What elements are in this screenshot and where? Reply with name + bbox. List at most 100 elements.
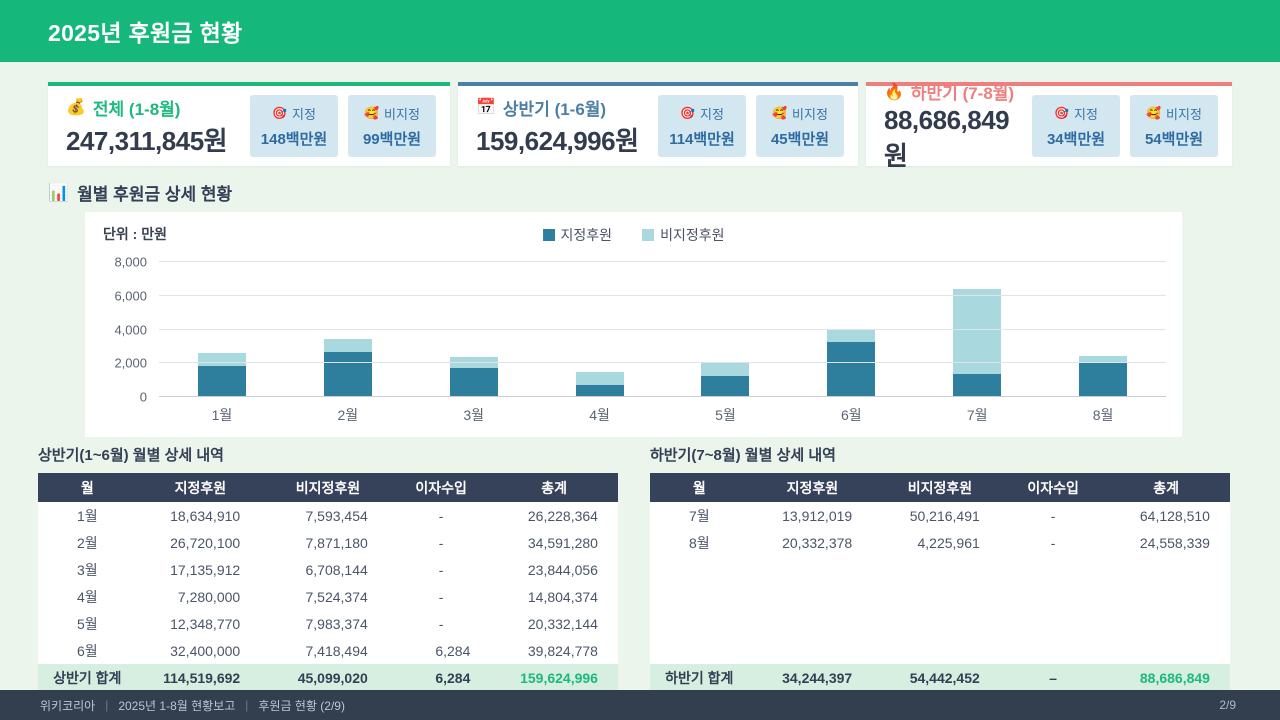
card-second-half-undesignated-value: 54백만원 (1144, 130, 1204, 148)
second-half-row-8월: 8월 20,332,378 4,225,961 - 24,558,339 (650, 529, 1230, 556)
bar-7월-비지정후원 (953, 288, 1002, 374)
first-half-total-row: 상반기 합계 114,519,692 45,099,020 6,284 159,… (38, 664, 618, 692)
second-half-total-label: 하반기 합계 (665, 670, 734, 686)
card-second-half-undesignated-label: 🥰 비지정 (1146, 104, 1202, 123)
card-total-label: 💰 전체 (1-8월) (66, 95, 227, 120)
card-total-designated-label: 🎯 지정 (272, 104, 316, 123)
card-total-amount: 247,311,845원 (66, 125, 228, 156)
bar-5월-지정후원 (701, 376, 750, 397)
dart-icon: 🎯 (272, 106, 288, 120)
col-header-total: 총계 (541, 479, 568, 496)
gridline-2000 (159, 362, 1166, 364)
x-tick-label: 5월 (715, 407, 736, 423)
chart-unit-label: 단위 : 만원 (103, 226, 167, 242)
first-half-cell: 18,634,910 (170, 507, 241, 524)
card-first-half-label-text: 상반기 (1-6월) (502, 99, 607, 119)
first-half-row-5월: 5월 12,348,770 7,983,374 - 20,332,144 (38, 610, 618, 637)
bar-1월 (159, 262, 285, 397)
x-tick-label: 2월 (337, 407, 359, 423)
first-half-total-designated: 114,519,692 (163, 670, 241, 686)
chart-x-axis-labels: 1월 2월 3월 4월 5월 6월 7월 8월 (159, 405, 1166, 425)
bar-6월-비지정후원 (827, 329, 876, 343)
second-half-cell: 64,128,510 (1139, 507, 1210, 524)
first-half-row-4월: 4월 7,280,000 7,524,374 - 14,804,374 (38, 583, 618, 610)
first-half-cell: - (438, 615, 444, 632)
x-tick-label: 8월 (1092, 407, 1114, 423)
first-half-cell: 17,135,912 (170, 561, 241, 578)
fire-icon: 🔥 (884, 83, 904, 101)
chart-plot-area: 0 2,000 4,000 6,000 8,000 (114, 255, 1166, 405)
bar-4월 (537, 262, 663, 397)
footer-bar: 위키코리아 | 2025년 1-8월 현황보고 | 후원금 현황 (2/9) 2… (0, 690, 1280, 720)
first-half-cell: 6,708,144 (305, 561, 368, 578)
col-header-interest: 이자수입 (415, 479, 467, 496)
card-total-subs: 🎯 지정 148백만원 🥰 비지정 99백만원 (250, 95, 436, 157)
y-tick-label: 8,000 (114, 254, 147, 270)
second-half-cell: 24,558,339 (1139, 534, 1210, 551)
heart-face-icon: 🥰 (1146, 106, 1162, 120)
footer-breadcrumb: 위키코리아 | 2025년 1-8월 현황보고 | 후원금 현황 (2/9) (40, 697, 345, 714)
col-header-month: 월 (692, 479, 706, 496)
card-first-half-undesignated-box: 🥰 비지정 45백만원 (756, 95, 844, 157)
footer-org: 위키코리아 (40, 698, 96, 713)
first-half-cell: 14,804,374 (527, 588, 598, 605)
first-half-cell: 26,228,364 (527, 507, 598, 524)
heart-face-icon: 🥰 (364, 106, 380, 120)
legend-undesignated-text: 비지정후원 (660, 227, 725, 243)
first-half-table-body: 1월 18,634,910 7,593,454 - 26,228,364 2월 26,720… (38, 502, 618, 664)
first-half-total-undesignated: 45,099,020 (297, 670, 368, 686)
second-half-table-title: 하반기(7~8월) 월별 상세 내역 (650, 447, 836, 464)
bar-2월-비지정후원 (323, 338, 372, 352)
second-half-cell: 13,912,019 (782, 507, 853, 524)
first-half-cell: 26,720,100 (170, 534, 241, 551)
second-half-total-interest: – (1049, 670, 1057, 686)
footer-section-name: 후원금 현황 (2/9) (258, 698, 345, 713)
col-header-interest: 이자수입 (1027, 479, 1079, 496)
undesignated-label-text: 비지정 (384, 106, 420, 122)
bar-3월-지정후원 (449, 368, 498, 397)
second-half-cell: - (1050, 507, 1056, 524)
second-half-table-body: 7월 13,912,019 50,216,491 - 64,128,510 8월 20,33… (650, 502, 1230, 664)
money-bag-icon: 💰 (66, 99, 86, 116)
card-second-half: 🔥 하반기 (7-8월) 88,686,849원 🎯 지정 34백만원 🥰 (866, 82, 1232, 171)
legend-designated: 지정후원 (542, 225, 612, 245)
col-header-undesignated: 비지정후원 (295, 479, 361, 496)
first-half-table-title: 상반기(1~6월) 월별 상세 내역 (38, 447, 224, 464)
first-half-cell: 20,332,144 (527, 615, 598, 632)
card-first-half-undesignated-value: 45백만원 (770, 130, 830, 148)
first-half-cell: - (438, 588, 444, 605)
title-bar: 2025년 후원금 현황 (0, 0, 1280, 62)
first-half-table-panel: 상반기(1~6월) 월별 상세 내역 월 지정후원 비지정후원 이자수입 총계 … (38, 444, 618, 692)
card-second-half-main: 🔥 하반기 (7-8월) 88,686,849원 (884, 79, 1032, 173)
designated-label-text: 지정 (292, 106, 316, 122)
first-half-row-1월: 1월 18,634,910 7,593,454 - 26,228,364 (38, 502, 618, 529)
bar-8월-지정후원 (1079, 362, 1128, 397)
second-half-table-header: 월 지정후원 비지정후원 이자수입 총계 (650, 473, 1230, 502)
card-total-undesignated-label: 🥰 비지정 (364, 104, 420, 123)
card-second-half-designated-label: 🎯 지정 (1054, 104, 1098, 123)
second-half-cell: 20,332,378 (782, 534, 853, 551)
second-half-cell: 7월 (688, 507, 710, 524)
gridline-6000 (159, 294, 1166, 296)
card-total-designated-box: 🎯 지정 148백만원 (250, 95, 338, 157)
first-half-cell: 12,348,770 (170, 615, 241, 632)
first-half-cell: 7,418,494 (305, 642, 368, 659)
chart-section-title-text: 월별 후원금 상세 현황 (77, 185, 233, 204)
undesignated-label-text: 비지정 (1166, 106, 1202, 122)
card-total-label-text: 전체 (1-8월) (92, 99, 181, 119)
footer-separator: | (245, 698, 249, 712)
first-half-cell: 23,844,056 (527, 561, 598, 578)
bar-5월-비지정후원 (701, 362, 750, 377)
bar-7월-지정후원 (953, 373, 1002, 397)
card-first-half-label: 📅 상반기 (1-6월) (476, 95, 639, 120)
bar-6월-지정후원 (827, 342, 876, 397)
second-half-cell: - (1050, 534, 1056, 551)
col-header-month: 월 (80, 479, 94, 496)
card-total: 💰 전체 (1-8월) 247,311,845원 🎯 지정 148백만원 🥰 (48, 82, 450, 166)
bar-7월 (914, 262, 1040, 397)
first-half-cell: 6,284 (435, 642, 471, 659)
bar-1월-지정후원 (197, 365, 246, 397)
chart-legend: 지정후원 비지정후원 (542, 225, 725, 245)
card-first-half-amount: 159,624,996원 (476, 125, 639, 156)
card-total-undesignated-box: 🥰 비지정 99백만원 (348, 95, 436, 157)
